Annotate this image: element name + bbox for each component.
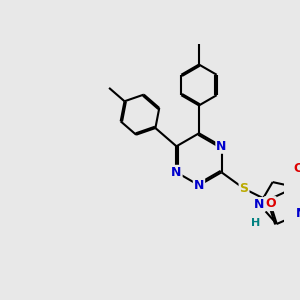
- Text: N: N: [194, 179, 204, 192]
- Text: O: O: [293, 162, 300, 175]
- Text: H: H: [251, 218, 260, 228]
- Text: N: N: [254, 198, 265, 211]
- Text: N: N: [171, 166, 182, 179]
- Text: N: N: [216, 140, 227, 153]
- Text: O: O: [265, 197, 276, 210]
- Text: S: S: [240, 182, 249, 195]
- Text: N: N: [296, 207, 300, 220]
